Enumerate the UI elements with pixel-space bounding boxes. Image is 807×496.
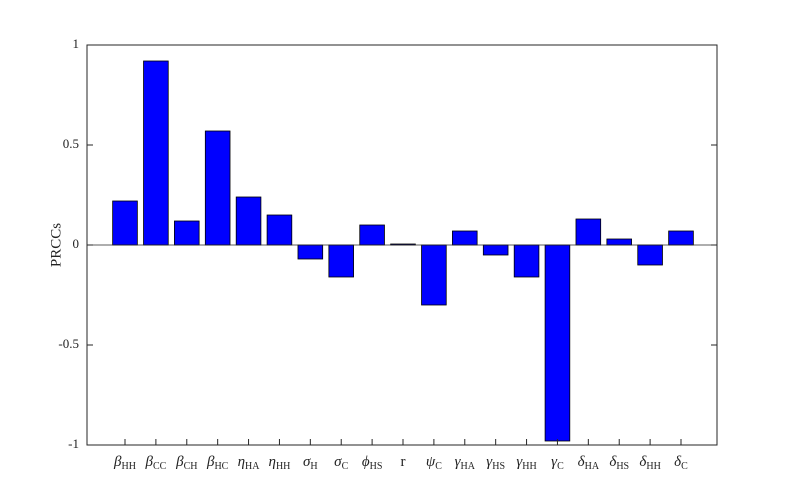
category-symbol: β xyxy=(113,454,122,470)
category-subscript: C xyxy=(681,461,688,472)
category-subscript: HH xyxy=(646,461,660,472)
category-symbol: ϕ xyxy=(362,454,370,470)
bar xyxy=(606,238,632,246)
x-tick-label: ηHH xyxy=(268,454,290,472)
bar xyxy=(575,218,602,246)
category-symbol: ψ xyxy=(426,454,436,470)
category-symbol: r xyxy=(401,454,406,470)
category-symbol: η xyxy=(268,454,275,470)
category-symbol: β xyxy=(144,454,153,470)
x-tick-label: βHC xyxy=(206,454,229,472)
category-symbol: γ xyxy=(486,454,493,470)
x-tick-label: δHS xyxy=(609,454,629,472)
category-subscript: CH xyxy=(184,461,198,472)
x-tick-label: γC xyxy=(551,454,564,472)
x-tick-label: δHA xyxy=(578,454,600,472)
bar xyxy=(637,244,663,266)
bar xyxy=(297,244,324,260)
category-subscript: HH xyxy=(522,461,536,472)
bar xyxy=(482,244,509,256)
category-symbol: β xyxy=(175,454,184,470)
category-symbol: δ xyxy=(578,454,586,470)
y-tick-label: -0.5 xyxy=(58,336,79,351)
bar xyxy=(174,220,200,246)
bar xyxy=(112,200,138,246)
category-symbol: γ xyxy=(551,454,558,470)
category-subscript: HS xyxy=(616,461,629,472)
y-axis-label: PRCCs xyxy=(48,223,64,267)
category-subscript: HA xyxy=(461,461,476,472)
y-tick-label: -1 xyxy=(68,436,79,451)
bar xyxy=(359,224,385,246)
category-symbol: γ xyxy=(455,454,462,470)
bar xyxy=(266,214,293,246)
x-tick-label: βHH xyxy=(113,454,136,472)
category-subscript: HA xyxy=(585,461,600,472)
x-tick-label: δHH xyxy=(639,454,660,472)
category-subscript: HA xyxy=(245,461,260,472)
x-tick-label: σC xyxy=(334,454,348,472)
category-subscript: CC xyxy=(153,461,167,472)
y-tick-label: 0 xyxy=(73,236,80,251)
bar xyxy=(143,60,169,246)
y-tick-label: 0.5 xyxy=(63,136,79,151)
x-tick-label: σH xyxy=(303,454,318,472)
category-subscript: HH xyxy=(276,461,290,472)
bar xyxy=(452,230,478,246)
y-tick-label: 1 xyxy=(73,36,80,51)
category-subscript: HC xyxy=(214,461,228,472)
x-tick-label: βCH xyxy=(175,454,197,472)
bar xyxy=(668,230,694,246)
bar xyxy=(235,196,262,246)
category-subscript: HS xyxy=(492,461,505,472)
bar xyxy=(544,244,571,442)
x-tick-label: δC xyxy=(674,454,688,472)
x-tick-label: βCC xyxy=(144,454,166,472)
x-tick-label: γHH xyxy=(516,454,536,472)
x-tick-label: ϕHS xyxy=(362,454,383,472)
category-symbol: σ xyxy=(303,454,311,470)
x-tick-label: γHA xyxy=(455,454,476,472)
category-symbol: β xyxy=(206,454,215,470)
category-symbol: δ xyxy=(674,454,682,470)
category-symbol: δ xyxy=(609,454,617,470)
category-symbol: γ xyxy=(516,454,523,470)
category-symbol: δ xyxy=(639,454,647,470)
category-subscript: C xyxy=(557,461,564,472)
bar xyxy=(328,244,354,278)
category-subscript: HH xyxy=(122,461,136,472)
x-tick-label: r xyxy=(401,454,406,470)
category-symbol: σ xyxy=(334,454,342,470)
x-tick-label: ψC xyxy=(426,454,442,472)
x-tick-label: γHS xyxy=(486,454,505,472)
bar xyxy=(204,130,231,246)
x-tick-label: ηHA xyxy=(238,454,261,472)
category-subscript: C xyxy=(435,461,442,472)
bar xyxy=(513,244,540,278)
category-subscript: H xyxy=(310,461,317,472)
category-symbol: η xyxy=(238,454,245,470)
bar xyxy=(421,244,447,306)
category-subscript: HS xyxy=(370,461,383,472)
category-subscript: C xyxy=(342,461,349,472)
